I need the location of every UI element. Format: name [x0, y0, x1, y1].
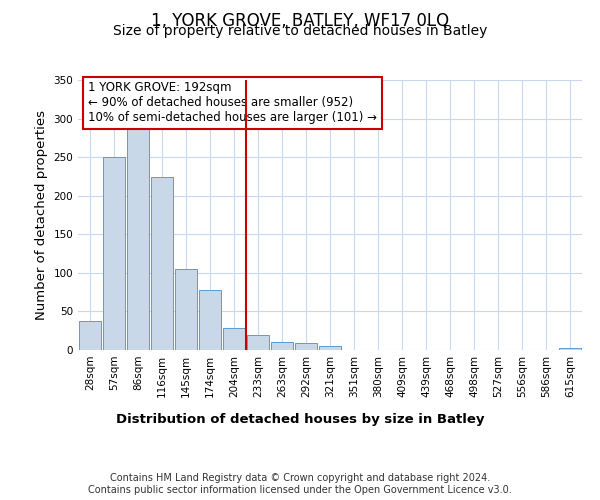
- Bar: [151, 177, 173, 350]
- Text: 1, YORK GROVE, BATLEY, WF17 0LQ: 1, YORK GROVE, BATLEY, WF17 0LQ: [151, 12, 449, 30]
- Bar: [175, 269, 197, 350]
- Bar: [127, 126, 149, 350]
- Text: Contains HM Land Registry data © Crown copyright and database right 2024.
Contai: Contains HM Land Registry data © Crown c…: [88, 474, 512, 495]
- Text: Distribution of detached houses by size in Batley: Distribution of detached houses by size …: [116, 412, 484, 426]
- Text: 1 YORK GROVE: 192sqm
← 90% of detached houses are smaller (952)
10% of semi-deta: 1 YORK GROVE: 192sqm ← 90% of detached h…: [88, 82, 377, 124]
- Bar: [199, 290, 221, 350]
- Bar: [79, 320, 101, 350]
- Bar: [295, 343, 317, 350]
- Bar: [319, 346, 341, 350]
- Bar: [103, 157, 125, 350]
- Bar: [271, 342, 293, 350]
- Text: Size of property relative to detached houses in Batley: Size of property relative to detached ho…: [113, 24, 487, 38]
- Bar: [559, 348, 581, 350]
- Bar: [247, 336, 269, 350]
- Y-axis label: Number of detached properties: Number of detached properties: [35, 110, 48, 320]
- Bar: [223, 328, 245, 350]
